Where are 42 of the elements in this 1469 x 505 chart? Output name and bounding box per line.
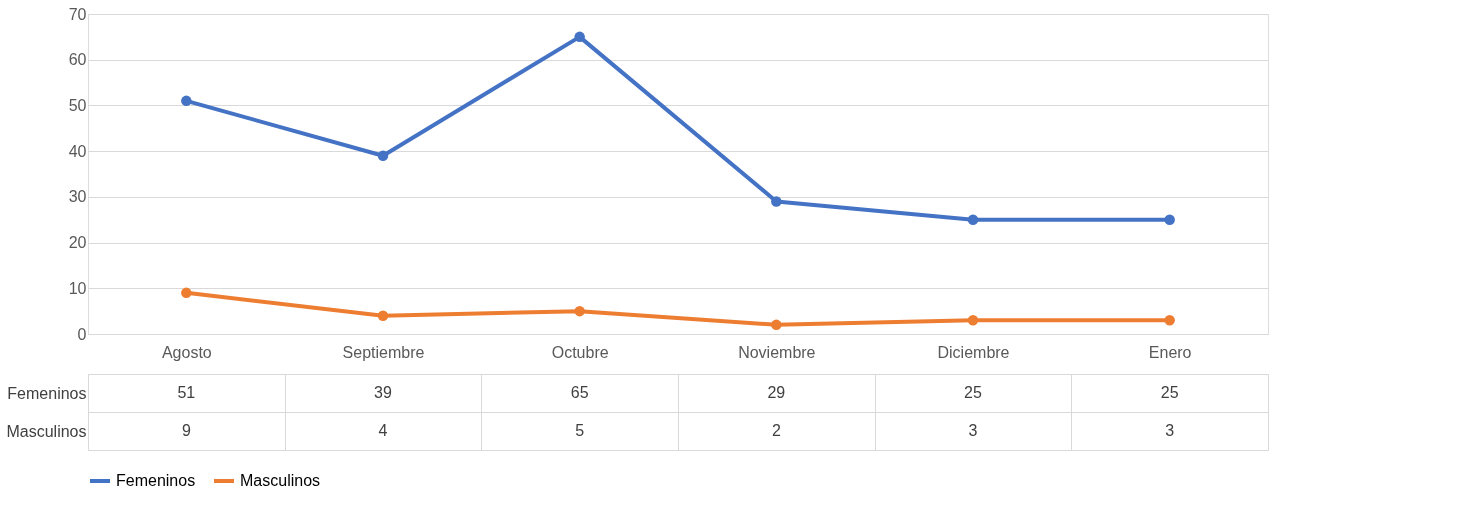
x-tick-label: Diciembre (937, 343, 1010, 361)
y-tick-label: 10 (68, 279, 87, 297)
legend-label: Femeninos (116, 472, 196, 489)
data-label: 5 (575, 422, 585, 439)
y-tick-label: 0 (77, 325, 87, 343)
data-label: 3 (1165, 422, 1175, 439)
data-label: 3 (968, 422, 978, 439)
x-tick-label: Septiembre (342, 343, 425, 361)
y-tick-label: 70 (68, 5, 87, 23)
point (377, 150, 389, 161)
x-tick-label: Enero (1148, 343, 1192, 361)
point (1164, 214, 1175, 225)
y-tick-label: 60 (68, 51, 87, 69)
data-label: 9 (181, 422, 191, 439)
point (967, 214, 979, 225)
data-label: 39 (374, 384, 392, 401)
data-label: 51 (177, 384, 196, 401)
point (574, 31, 585, 43)
y-tick-label: 30 (68, 188, 87, 206)
x-tick-label: Noviembre (738, 343, 816, 361)
point (181, 95, 192, 107)
x-tick-label: Octubre (551, 343, 609, 361)
data-label: 65 (570, 384, 589, 401)
data-label: 25 (964, 384, 982, 401)
point (377, 310, 389, 321)
data-label: 29 (767, 384, 786, 401)
point (771, 319, 782, 331)
text: Masculinos (6, 422, 87, 440)
point (771, 196, 782, 207)
y-tick-label: 50 (68, 96, 87, 114)
data-label: 25 (1160, 384, 1179, 401)
x-tick-label: Agosto (161, 343, 212, 361)
point (181, 287, 192, 299)
point (967, 315, 979, 326)
y-tick-label: 40 (68, 142, 87, 160)
text: Femeninos (7, 384, 87, 402)
data-label: 2 (771, 422, 781, 439)
legend-label: Masculinos (240, 472, 321, 489)
point (1164, 315, 1175, 326)
y-tick-label: 20 (68, 234, 87, 252)
point (574, 305, 585, 317)
data-label: 4 (378, 422, 388, 439)
